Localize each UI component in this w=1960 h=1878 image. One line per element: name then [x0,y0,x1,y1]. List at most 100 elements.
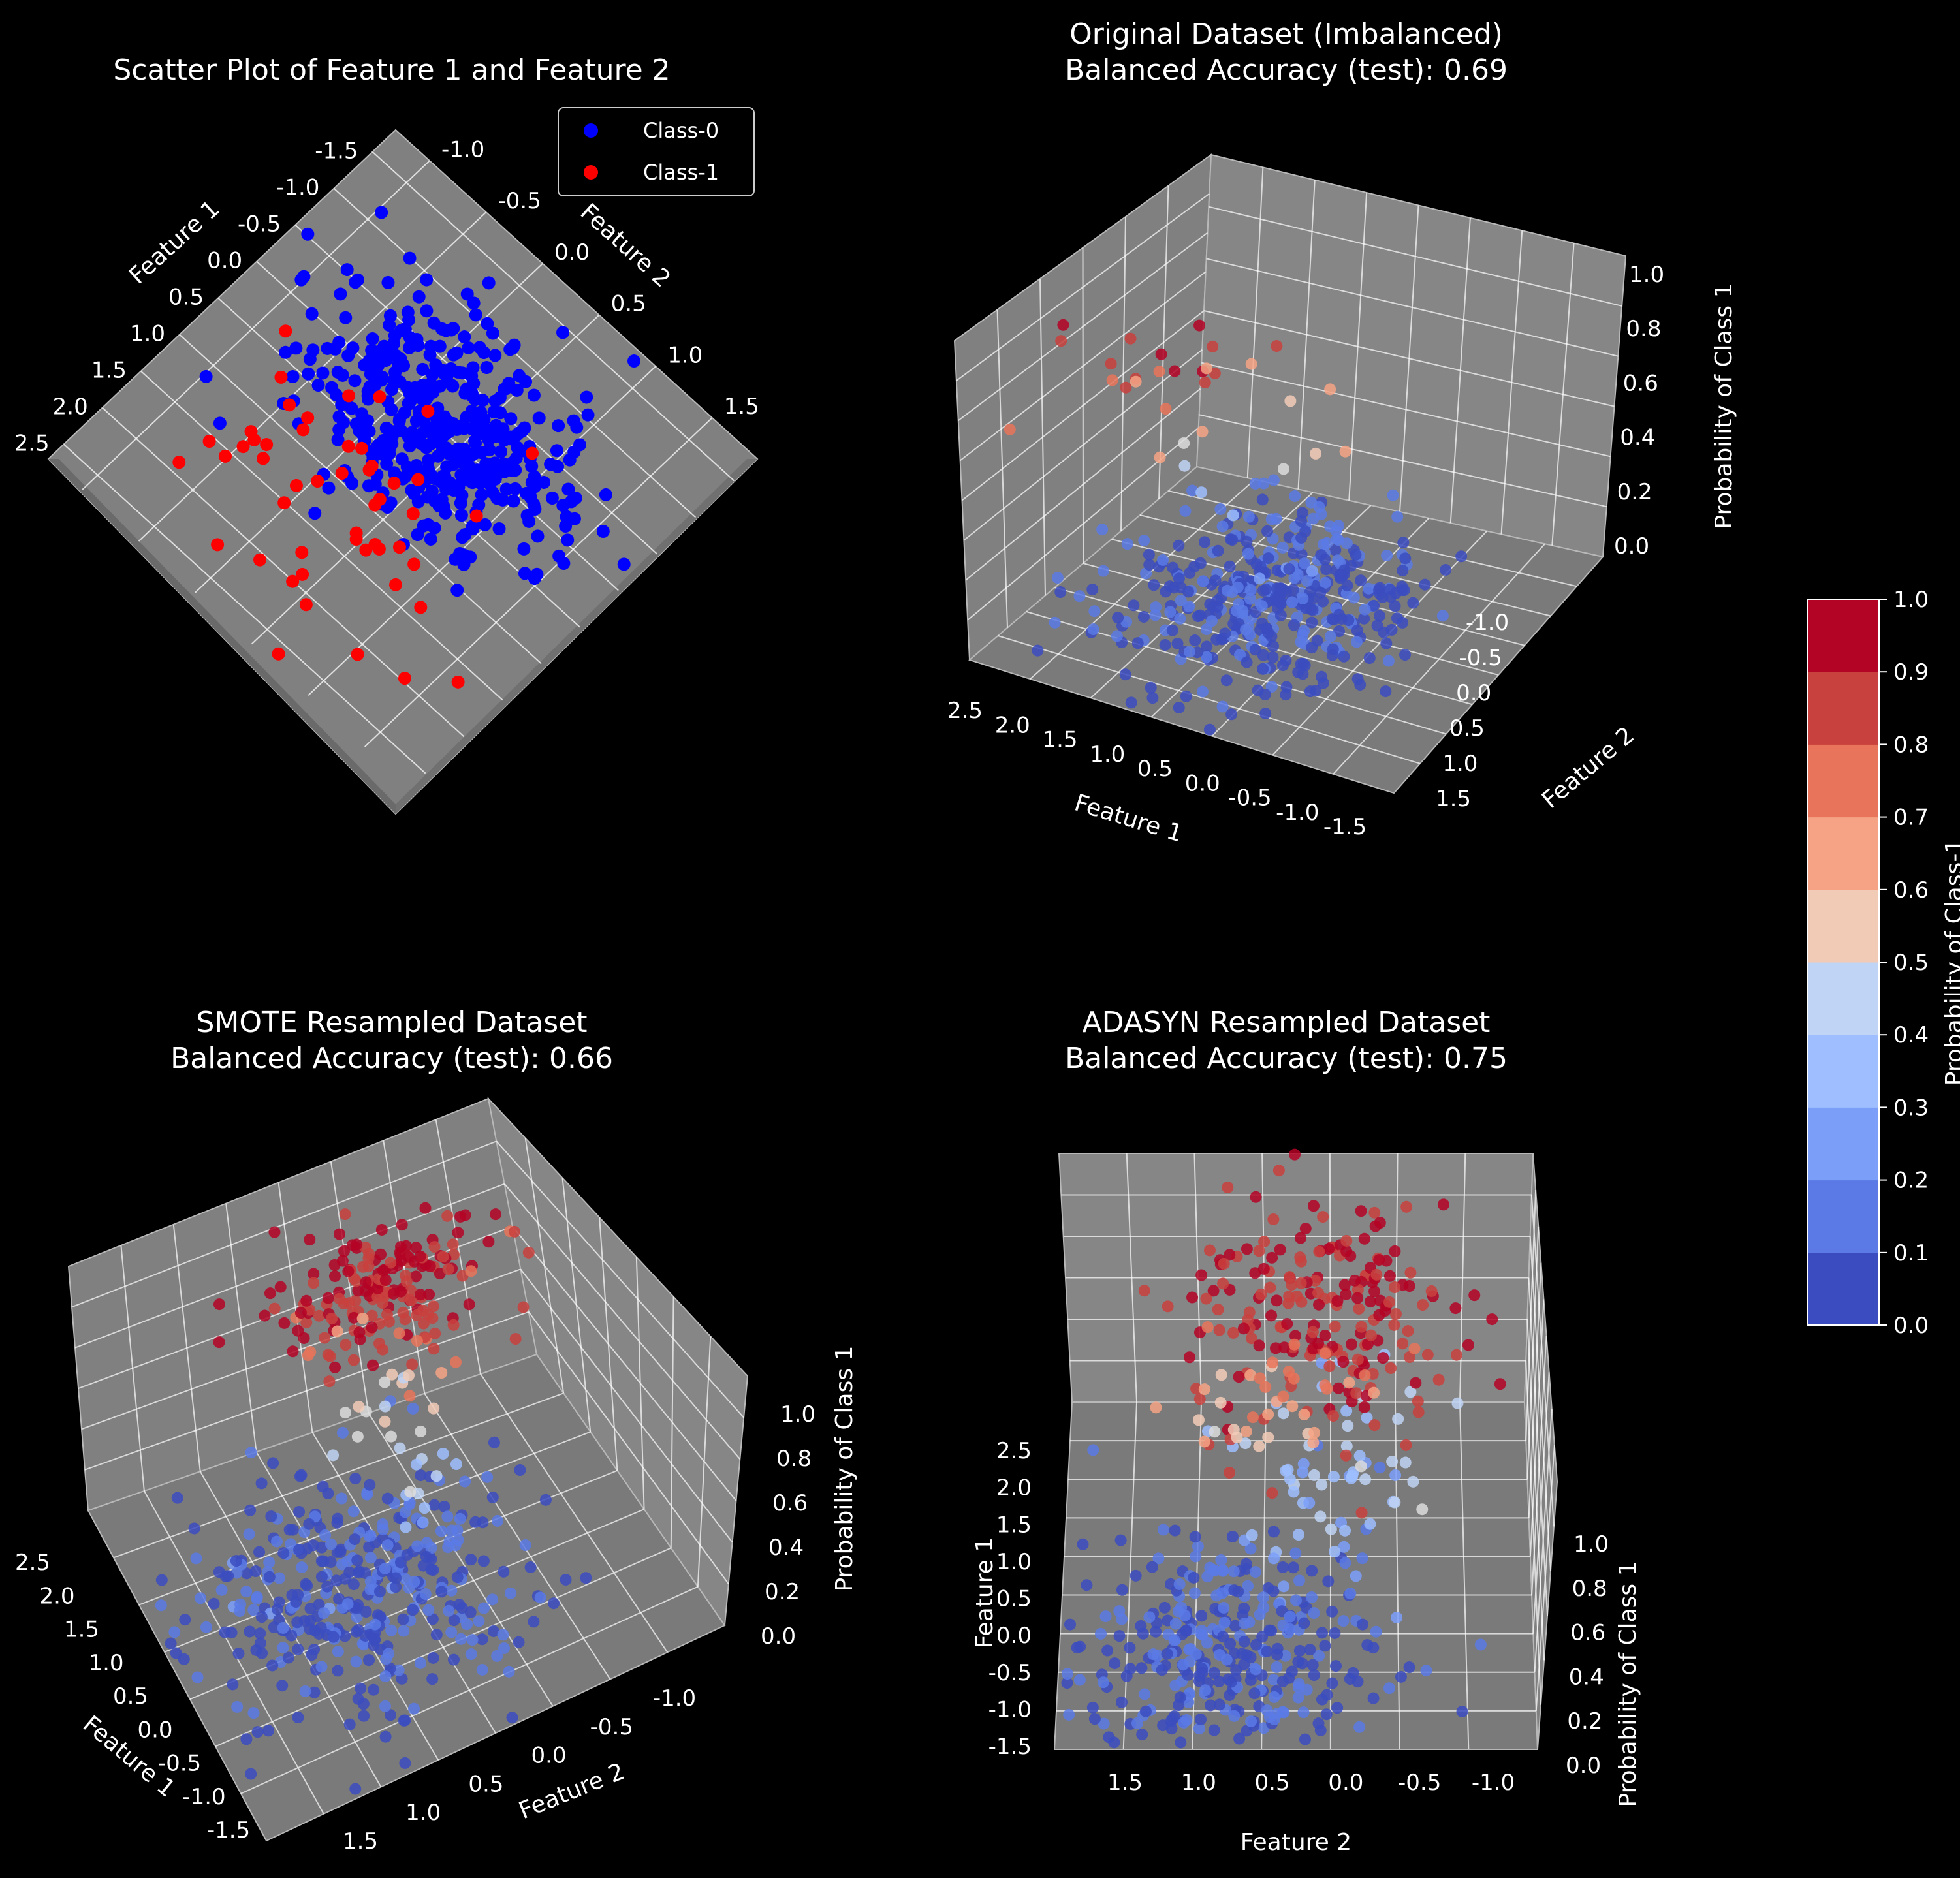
panel3-point [277,1621,289,1634]
panel2-gridline [998,635,1421,764]
panel4-point [1276,1675,1289,1687]
panel4-point [1403,1661,1415,1674]
panel4-point [1074,1640,1086,1653]
panel2-gridline [963,349,1203,541]
panel4-point [1261,1645,1273,1657]
panel2-point [1149,609,1162,621]
panel1-point-class0 [439,324,453,337]
panel4-point [1098,1717,1110,1730]
panel3-ztick-label: 0.8 [776,1446,812,1472]
panel4-point [1198,1435,1210,1448]
panel4-ylabel: Feature 2 [1241,1829,1351,1856]
panel2-point [1224,560,1236,572]
panel3-ztick-label: 1.0 [780,1401,815,1428]
panel3-point [420,1550,432,1563]
panel2-point [1289,490,1301,502]
panel3-point [358,1638,370,1651]
panel1-point-class0 [423,348,437,362]
panel4-point [1114,1534,1127,1546]
panel2-point [1086,584,1099,596]
panel3-point [469,1516,482,1528]
panel3-point [390,1581,402,1593]
panel1-legend: Class-0 Class-1 [558,107,755,196]
panel3-point [445,1626,458,1638]
panel3-point [349,1533,361,1546]
panel1-point-class0 [345,401,358,415]
panel2-gridline [1206,258,1619,357]
panel4-ytick-label: 0.0 [1328,1770,1363,1796]
panel3-point [548,1597,560,1610]
panel3-point [295,1469,308,1481]
panel4-point [1288,1338,1301,1351]
panel3-point [331,1516,343,1529]
panel1-point-class0 [499,482,513,496]
colorbar-tick-label: 0.2 [1893,1168,1929,1194]
panel3-point [399,1573,411,1585]
panel2-point [1306,616,1318,629]
panel4-point [1340,1449,1352,1462]
panel4-point [1313,1298,1325,1311]
panel3-point [308,1268,320,1280]
panel1-point-class1 [341,439,355,453]
panel3-point [364,1575,377,1588]
panel4-point [1135,1662,1148,1674]
panel2-ytick-label: 1.0 [1442,751,1478,777]
panel2-point [1106,374,1118,386]
panel1-point-class0 [297,270,311,283]
panel4-point [1124,1642,1136,1654]
panel2-point [1121,538,1133,550]
panel3-point [243,1528,255,1541]
panel3-gridline [480,1373,669,1653]
panel4-point [1337,1356,1350,1368]
panel3-point [287,1345,299,1358]
panel2-point [1196,426,1209,438]
panel4-point [1168,1634,1180,1646]
panel2-point [1188,561,1201,573]
panel4-point [1240,1425,1252,1437]
panel2-point [1265,513,1278,525]
panel4-point [1169,1679,1182,1691]
panel4-point [1274,1244,1286,1256]
panel4-point [1320,1708,1333,1721]
panel4-point [1374,1462,1386,1474]
panel1-point-class0 [532,411,546,425]
panel4-point [1308,1200,1320,1212]
panel4-point [1355,1507,1368,1519]
panel1-point-class0 [440,375,454,388]
panel2-point [1160,403,1172,415]
panel4-point [1063,1708,1075,1721]
panel4-point [1288,1486,1300,1498]
panel4-point [1353,1450,1366,1462]
panel3-point [477,1602,490,1614]
panel2-point [1292,666,1304,678]
panel4-xlabel: Feature 1 [972,1537,998,1648]
panel1-point-class0 [385,383,399,396]
panel4-ztick-label: 1.0 [1573,1531,1609,1557]
panel2-point [1363,582,1375,595]
panel4-point [1233,1732,1246,1745]
panel4-point [1203,1244,1216,1257]
panel4-point [1253,1440,1265,1452]
panel2-point [1051,572,1064,584]
panel1-pane-edge-right [396,459,757,814]
panel4-point [1350,1570,1362,1582]
panel3-point [323,1375,336,1388]
panel1-point-class0 [556,326,570,339]
panel2-point [1157,554,1169,566]
panel4-point [1319,1347,1331,1360]
panel3-point [240,1567,253,1580]
panel1-point-class1 [289,478,303,492]
panel4-gridline [1459,1401,1470,1750]
panel1-point-class1 [373,390,387,404]
panel1-point-class0 [199,369,213,383]
panel1-pane-edge-left [48,459,396,814]
panel2-point [1173,539,1185,552]
panel3-point [379,1400,391,1413]
panel1-point-class0 [420,304,434,318]
panel3-point [522,1246,535,1259]
panel3-point [461,1618,473,1631]
panel4-point [1359,1473,1372,1486]
panel3-point [277,1547,290,1559]
panel1-point-class0 [480,360,494,374]
panel3-point [380,1653,392,1665]
